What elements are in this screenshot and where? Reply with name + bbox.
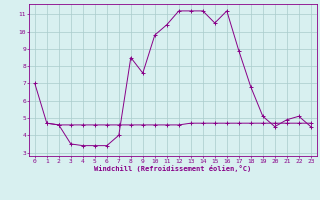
X-axis label: Windchill (Refroidissement éolien,°C): Windchill (Refroidissement éolien,°C) [94, 165, 252, 172]
